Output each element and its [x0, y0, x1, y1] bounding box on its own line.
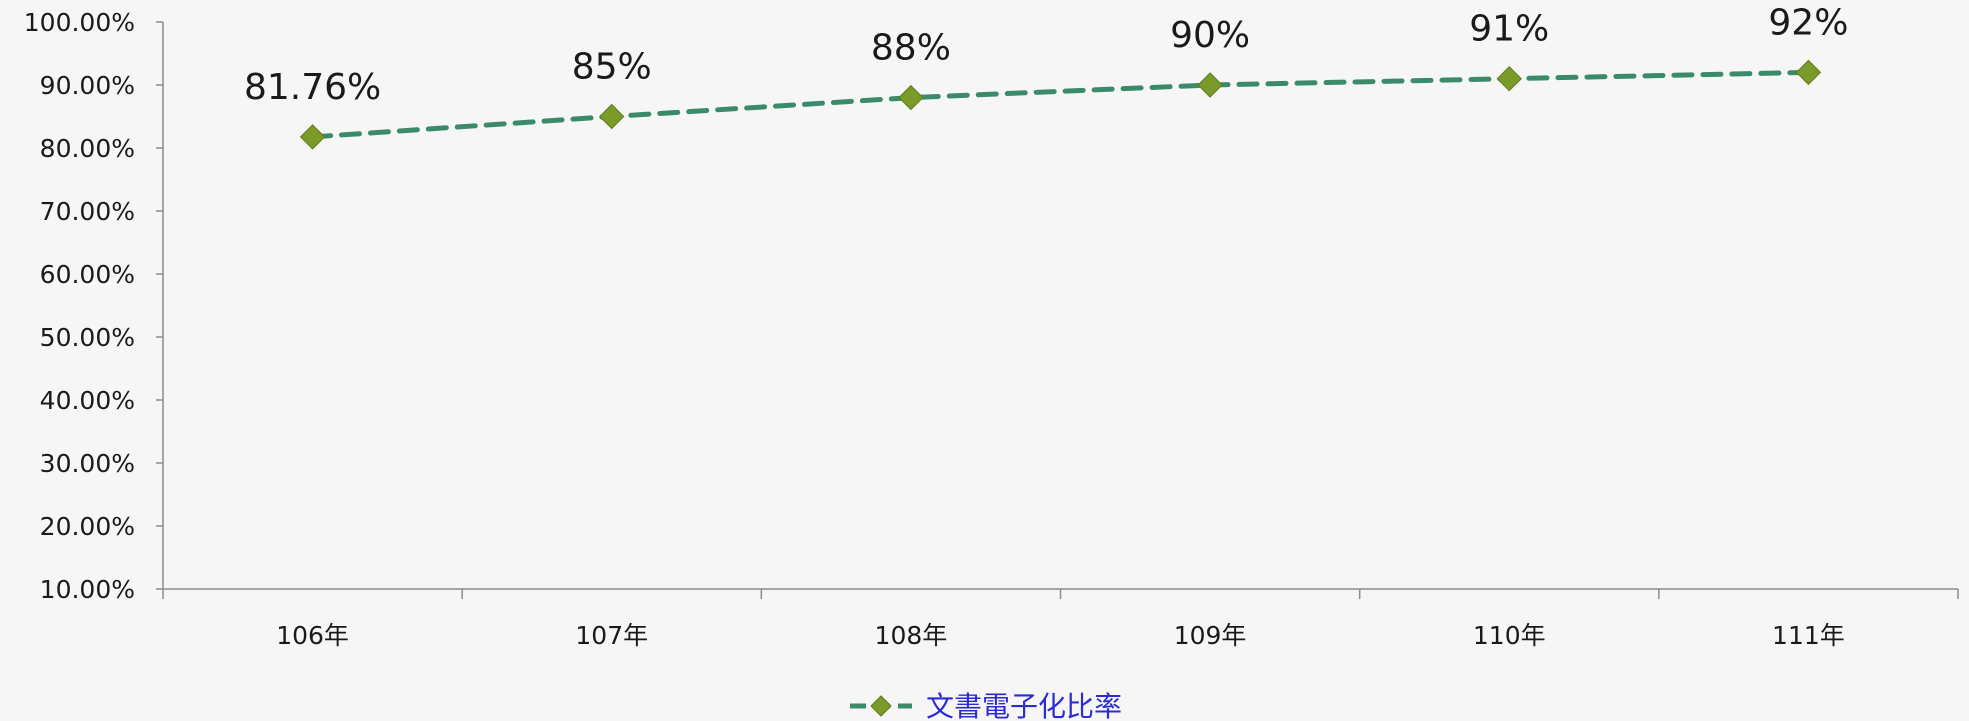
y-tick-label: 100.00%: [24, 8, 135, 37]
data-point-marker: [599, 103, 625, 130]
data-label: 92%: [1768, 2, 1848, 43]
y-tick-label: 90.00%: [40, 71, 135, 100]
y-tick-label: 70.00%: [40, 197, 135, 226]
x-tick-label: 108年: [875, 621, 948, 650]
data-point-marker: [1496, 65, 1522, 92]
data-label: 88%: [871, 28, 951, 69]
data-point-marker: [898, 84, 924, 111]
y-tick-label: 80.00%: [40, 134, 135, 163]
y-axis-ticks: 10.00% 20.00% 30.00% 40.00% 50.00% 60.00% 70.0…: [24, 8, 163, 604]
data-point-marker: [1197, 72, 1223, 98]
y-tick-label: 40.00%: [40, 386, 135, 415]
data-label: 91%: [1469, 9, 1549, 50]
series-line: [310, 69, 1811, 140]
y-tick-label: 20.00%: [40, 512, 135, 541]
x-tick-label: 110年: [1473, 621, 1546, 650]
data-point-marker: [1795, 59, 1822, 86]
legend-marker-swatch: [870, 695, 892, 717]
y-tick-label: 10.00%: [40, 575, 135, 604]
legend: 文書電子化比率: [850, 690, 1122, 721]
data-label: 81.76%: [244, 67, 381, 108]
x-tick-label: 106年: [276, 621, 349, 650]
legend-label: 文書電子化比率: [926, 690, 1122, 721]
data-label: 90%: [1170, 15, 1250, 56]
y-tick-label: 30.00%: [40, 449, 135, 478]
x-tick-label: 107年: [575, 621, 648, 650]
data-label: 85%: [572, 47, 652, 88]
y-tick-label: 50.00%: [40, 323, 135, 352]
data-point-marker: [299, 124, 326, 150]
y-tick-label: 60.00%: [40, 260, 135, 289]
x-axis-ticks: 106年 107年 108年 109年 110年 111年: [162, 589, 1959, 650]
x-tick-label: 111年: [1772, 621, 1845, 650]
series-layer: 81.76% 85% 88% 90% 91% 92%: [244, 2, 1848, 150]
x-tick-label: 109年: [1174, 621, 1247, 650]
